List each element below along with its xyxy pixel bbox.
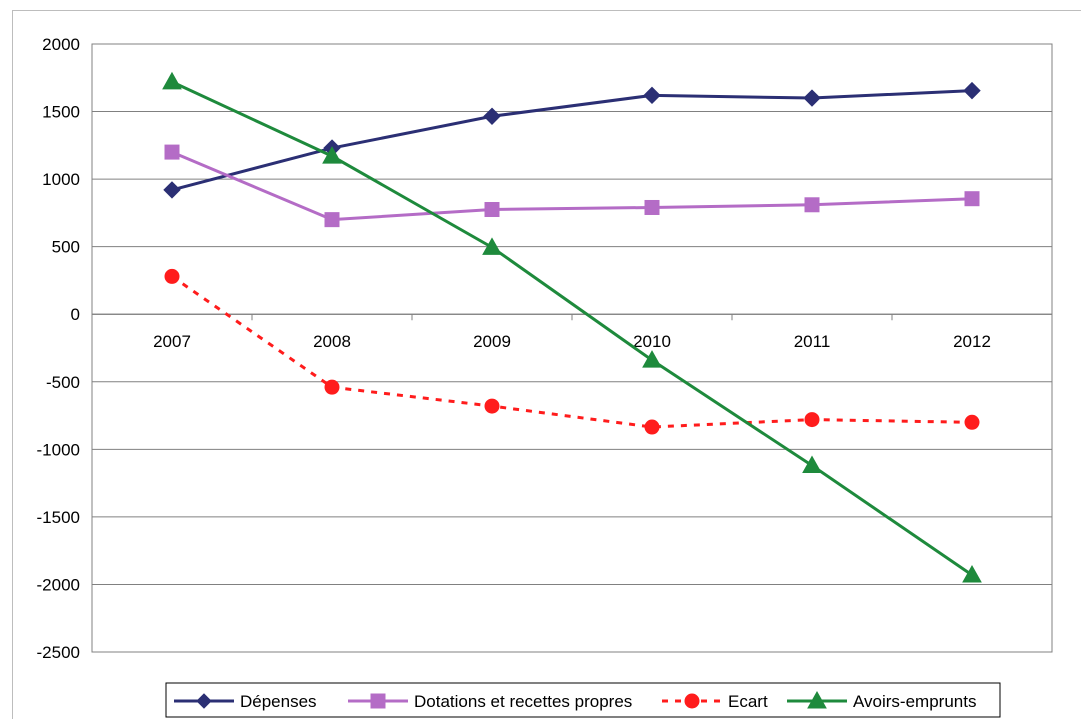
data-point: [324, 212, 340, 228]
data-point: [482, 237, 502, 255]
legend-item: Dotations et recettes propres: [348, 692, 632, 711]
data-point: [804, 197, 820, 213]
data-point: [370, 693, 386, 709]
y-tick-labels: 2000 1500 1000 500 0 -500 -1000 -1500 -2000 -2500: [37, 35, 80, 662]
y-tick-label: -500: [46, 373, 80, 392]
data-point: [483, 107, 501, 125]
data-point: [163, 181, 181, 199]
legend-label: Ecart: [728, 692, 768, 711]
y-tick-label: -2000: [37, 575, 80, 594]
data-point: [322, 146, 342, 164]
x-tick-label: 2009: [473, 332, 511, 351]
series-line: [171, 275, 973, 429]
legend-item: Dépenses: [174, 692, 317, 711]
series-0: [163, 81, 981, 199]
x-axis: 2007 2008 2009 2010 2011 2012: [91, 313, 1053, 351]
data-point: [644, 199, 660, 215]
data-point: [803, 89, 821, 107]
plot-area: [91, 43, 1053, 653]
y-tick-label: 2000: [42, 35, 80, 54]
data-point: [162, 71, 182, 90]
data-point: [964, 191, 980, 207]
data-point: [643, 86, 661, 105]
data-point: [962, 564, 982, 583]
data-point: [196, 693, 212, 709]
legend: Dépenses Dotations et recettes propres Eca…: [165, 682, 1001, 718]
series-line: [171, 89, 973, 192]
legend-label: Dépenses: [240, 692, 317, 711]
data-point: [963, 81, 981, 100]
data-point: [324, 379, 340, 395]
legend-box: [165, 682, 1001, 718]
legend-item: Avoirs-emprunts: [787, 690, 976, 711]
y-tick-label: 1500: [42, 103, 80, 122]
legend-label: Avoirs-emprunts: [853, 692, 976, 711]
data-point: [964, 414, 980, 430]
data-point: [804, 412, 820, 428]
x-tick-label: 2012: [953, 332, 991, 351]
y-tick-label: 1000: [42, 170, 80, 189]
series-line: [171, 150, 973, 222]
data-point: [807, 690, 827, 709]
x-tick-label: 2007: [153, 332, 191, 351]
series-line: [171, 80, 973, 577]
series-2: [164, 268, 980, 435]
data-point: [642, 350, 662, 368]
y-tick-label: 500: [52, 238, 80, 257]
series-1: [164, 144, 980, 228]
y-tick-label: -1000: [37, 440, 80, 459]
x-tick-label: 2011: [794, 332, 831, 351]
data-point: [484, 398, 500, 414]
data-point: [684, 693, 700, 709]
y-tick-label: 0: [71, 305, 80, 324]
series-3: [162, 71, 982, 583]
data-point: [484, 202, 500, 218]
data-point: [644, 419, 660, 435]
y-tick-label: -2500: [37, 643, 80, 662]
x-tick-label: 2008: [313, 332, 351, 351]
y-tick-label: -1500: [37, 508, 80, 527]
x-tick-label: 2010: [633, 332, 671, 351]
data-point: [164, 144, 180, 160]
legend-item: Ecart: [662, 692, 768, 711]
chart-frame: [12, 10, 1081, 719]
data-point: [164, 268, 180, 284]
data-point: [802, 455, 822, 474]
legend-label: Dotations et recettes propres: [414, 692, 632, 711]
